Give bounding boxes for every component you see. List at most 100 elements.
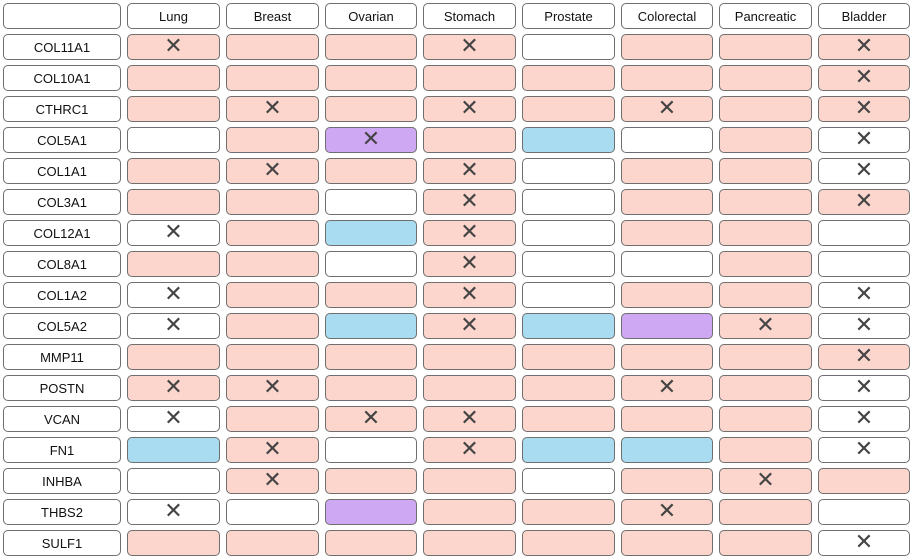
cross-mark-icon: ✕ [854, 437, 874, 462]
grid-cell-breast [226, 344, 319, 370]
grid-cell-prostate [522, 282, 615, 308]
grid-cell-colorectal: ✕ [621, 499, 713, 525]
grid-cell-lung [127, 158, 220, 184]
grid-cell-pancreatic [719, 344, 812, 370]
cross-mark-icon: ✕ [854, 189, 874, 214]
grid-cell-colorectal [621, 406, 713, 432]
grid-cell-pancreatic [719, 530, 812, 556]
cross-mark-icon: ✕ [361, 127, 381, 152]
gene-label: COL5A2 [3, 313, 121, 339]
grid-cell-stomach: ✕ [423, 406, 516, 432]
grid-cell-breast [226, 313, 319, 339]
grid-cell-colorectal [621, 189, 713, 215]
cross-mark-icon: ✕ [263, 375, 282, 400]
gene-label: COL12A1 [3, 220, 121, 246]
grid-cell-bladder: ✕ [818, 313, 910, 339]
grid-cell-stomach: ✕ [423, 189, 516, 215]
grid-cell-ovarian [325, 158, 417, 184]
grid-cell-pancreatic [719, 158, 812, 184]
grid-cell-bladder: ✕ [818, 406, 910, 432]
grid-cell-bladder: ✕ [818, 65, 910, 91]
grid-cell-pancreatic [719, 251, 812, 277]
grid-cell-colorectal [621, 313, 713, 339]
cross-mark-icon: ✕ [854, 127, 874, 152]
grid-cell-colorectal [621, 220, 713, 246]
gene-label: COL11A1 [3, 34, 121, 60]
grid-cell-lung: ✕ [127, 313, 220, 339]
grid-cell-breast [226, 406, 319, 432]
grid-cell-breast: ✕ [226, 375, 319, 401]
grid-cell-bladder [818, 499, 910, 525]
grid-cell-lung: ✕ [127, 406, 220, 432]
grid-cell-stomach: ✕ [423, 282, 516, 308]
grid-cell-prostate [522, 158, 615, 184]
grid-cell-prostate [522, 251, 615, 277]
column-header-pancreatic: Pancreatic [719, 3, 812, 29]
cross-mark-icon: ✕ [854, 313, 874, 338]
cross-mark-icon: ✕ [263, 437, 282, 462]
cross-mark-icon: ✕ [164, 313, 183, 338]
gene-label: COL5A1 [3, 127, 121, 153]
column-header-prostate: Prostate [522, 3, 615, 29]
grid-cell-lung [127, 530, 220, 556]
grid-cell-lung: ✕ [127, 282, 220, 308]
grid-cell-colorectal [621, 437, 713, 463]
grid-cell-stomach: ✕ [423, 220, 516, 246]
grid-cell-pancreatic [719, 437, 812, 463]
cross-mark-icon: ✕ [460, 437, 479, 462]
grid-cell-ovarian [325, 251, 417, 277]
grid-cell-breast: ✕ [226, 96, 319, 122]
cross-mark-icon: ✕ [854, 96, 874, 121]
cross-mark-icon: ✕ [263, 96, 282, 121]
grid-cell-stomach [423, 468, 516, 494]
grid-cell-colorectal [621, 65, 713, 91]
grid-cell-ovarian: ✕ [325, 127, 417, 153]
grid-cell-breast [226, 65, 319, 91]
grid-cell-prostate [522, 406, 615, 432]
grid-cell-pancreatic [719, 375, 812, 401]
cross-mark-icon: ✕ [164, 34, 183, 59]
grid-cell-colorectal [621, 251, 713, 277]
grid-cell-bladder: ✕ [818, 375, 910, 401]
cross-mark-icon: ✕ [460, 313, 479, 338]
grid-cell-prostate [522, 220, 615, 246]
cross-mark-icon: ✕ [263, 158, 282, 183]
grid-cell-bladder: ✕ [818, 158, 910, 184]
grid-cell-bladder: ✕ [818, 282, 910, 308]
grid-cell-bladder [818, 220, 910, 246]
grid-cell-colorectal: ✕ [621, 375, 713, 401]
grid-cell-stomach: ✕ [423, 96, 516, 122]
grid-cell-stomach [423, 499, 516, 525]
grid-cell-pancreatic [719, 282, 812, 308]
grid-cell-ovarian [325, 282, 417, 308]
column-header-stomach: Stomach [423, 3, 516, 29]
grid-cell-pancreatic [719, 34, 812, 60]
grid-cell-prostate [522, 313, 615, 339]
cross-mark-icon: ✕ [460, 406, 479, 431]
grid-cell-lung: ✕ [127, 34, 220, 60]
cross-mark-icon: ✕ [164, 220, 183, 245]
column-header-bladder: Bladder [818, 3, 910, 29]
grid-cell-ovarian [325, 96, 417, 122]
grid-cell-ovarian [325, 313, 417, 339]
cross-mark-icon: ✕ [854, 344, 874, 369]
grid-cell-prostate [522, 96, 615, 122]
grid-cell-breast [226, 282, 319, 308]
gene-label: COL10A1 [3, 65, 121, 91]
grid-cell-prostate [522, 189, 615, 215]
grid-cell-lung [127, 468, 220, 494]
grid-cell-ovarian [325, 189, 417, 215]
grid-cell-prostate [522, 34, 615, 60]
grid-cell-stomach: ✕ [423, 437, 516, 463]
grid-cell-stomach [423, 530, 516, 556]
grid-cell-lung [127, 96, 220, 122]
gene-label: COL3A1 [3, 189, 121, 215]
grid-cell-ovarian [325, 344, 417, 370]
grid-cell-breast [226, 127, 319, 153]
grid-cell-stomach [423, 375, 516, 401]
cross-mark-icon: ✕ [164, 282, 183, 307]
grid-cell-pancreatic [719, 189, 812, 215]
grid-cell-bladder [818, 251, 910, 277]
cross-mark-icon: ✕ [854, 282, 874, 307]
grid-cell-bladder: ✕ [818, 530, 910, 556]
